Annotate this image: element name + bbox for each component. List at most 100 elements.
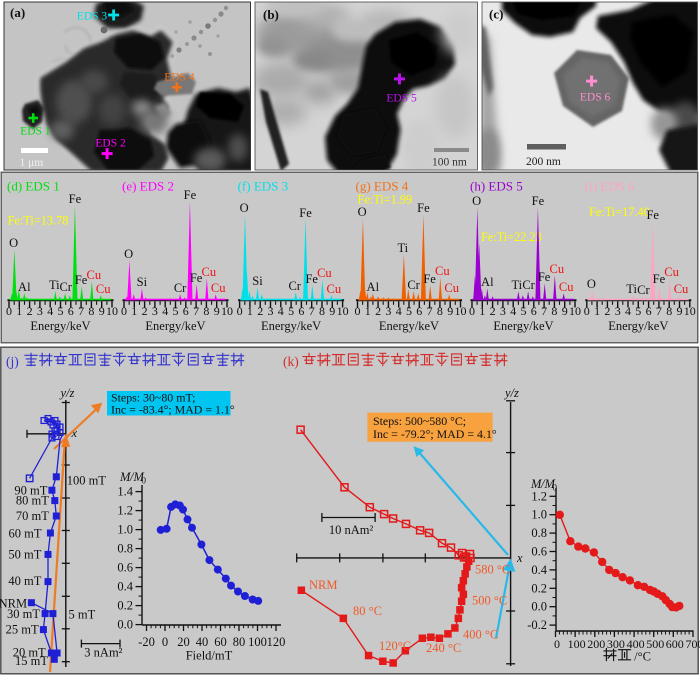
svg-text:100: 100: [568, 637, 586, 651]
svg-text:6: 6: [646, 304, 652, 318]
svg-text:1: 1: [365, 304, 371, 318]
svg-text:3: 3: [385, 304, 391, 318]
svg-text:1.4: 1.4: [117, 485, 133, 499]
svg-text:10: 10: [221, 304, 233, 318]
svg-text:/z: /z: [65, 386, 74, 400]
svg-text:Fe: Fe: [75, 273, 88, 287]
svg-text:0: 0: [162, 635, 168, 649]
svg-text:7: 7: [309, 304, 315, 318]
svg-text:4: 4: [278, 304, 284, 318]
svg-text:1: 1: [594, 304, 600, 318]
svg-text:EDS 5: EDS 5: [386, 93, 417, 105]
svg-text:70 mT: 70 mT: [16, 509, 49, 523]
svg-text:O: O: [472, 194, 481, 208]
svg-text:(g) EDS 4: (g) EDS 4: [356, 179, 409, 194]
svg-text:y: y: [503, 386, 511, 400]
svg-text:Inc = -83.4°; MAD = 1.1°: Inc = -83.4°; MAD = 1.1°: [111, 402, 235, 416]
svg-text:0: 0: [121, 304, 127, 318]
svg-text:Fe: Fe: [299, 206, 312, 220]
svg-text:Ti: Ti: [511, 278, 522, 292]
svg-text:1.2: 1.2: [117, 504, 133, 518]
svg-text:5: 5: [521, 304, 527, 318]
svg-text:0.4: 0.4: [117, 580, 133, 594]
svg-text:NRM: NRM: [309, 578, 337, 592]
svg-text:0: 0: [6, 304, 12, 318]
svg-text:7: 7: [427, 304, 433, 318]
svg-text:8: 8: [666, 304, 672, 318]
svg-text:1.0: 1.0: [117, 523, 133, 537]
svg-text:5: 5: [173, 304, 179, 318]
svg-text:Fe:Ti=22.23: Fe:Ti=22.23: [481, 230, 542, 244]
svg-text:1 μm: 1 μm: [20, 157, 44, 169]
svg-text:580 °C: 580 °C: [475, 563, 510, 577]
svg-text:EDS 1: EDS 1: [20, 126, 51, 138]
svg-text:1.0: 1.0: [531, 508, 547, 522]
svg-text:Field/mT: Field/mT: [186, 649, 233, 663]
svg-text:Ti: Ti: [626, 282, 637, 296]
svg-text:5 mT: 5 mT: [69, 607, 96, 621]
svg-text:Al: Al: [367, 280, 380, 294]
svg-text:Cr: Cr: [288, 279, 301, 293]
svg-text:/°C: /°C: [634, 650, 651, 664]
svg-text:8: 8: [319, 304, 325, 318]
svg-text:EDS 2: EDS 2: [95, 138, 126, 150]
svg-text:x: x: [71, 426, 78, 440]
svg-text:Fe: Fe: [653, 272, 666, 286]
svg-text:2: 2: [142, 304, 148, 318]
svg-text:0.0: 0.0: [117, 618, 133, 632]
svg-text:20: 20: [177, 635, 190, 649]
svg-text:Cr: Cr: [59, 280, 72, 294]
svg-text:6: 6: [68, 304, 74, 318]
svg-text:0.4: 0.4: [531, 563, 547, 577]
svg-text:(a): (a): [10, 5, 25, 20]
svg-text:(f) EDS 3: (f) EDS 3: [238, 179, 289, 194]
svg-text:500: 500: [646, 637, 664, 651]
svg-text:80: 80: [233, 635, 246, 649]
svg-text:120°C: 120°C: [379, 639, 411, 653]
svg-text:8: 8: [437, 304, 443, 318]
svg-text:4: 4: [162, 304, 168, 318]
svg-text:Fe: Fe: [417, 201, 430, 215]
svg-text:9: 9: [99, 304, 105, 318]
svg-text:EDS 3: EDS 3: [77, 11, 108, 23]
svg-text:/z: /z: [510, 386, 519, 400]
svg-text:Fe: Fe: [423, 272, 436, 286]
svg-text:Energy/keV: Energy/keV: [379, 319, 439, 333]
svg-text:240 °C: 240 °C: [426, 641, 461, 655]
svg-text:5: 5: [406, 304, 412, 318]
svg-text:700: 700: [686, 637, 700, 651]
svg-text:100: 100: [248, 635, 267, 649]
svg-text:10: 10: [569, 304, 581, 318]
svg-text:4: 4: [510, 304, 516, 318]
svg-text:0: 0: [553, 483, 558, 493]
svg-text:3: 3: [615, 304, 621, 318]
svg-text:8: 8: [88, 304, 94, 318]
svg-text:1.2: 1.2: [531, 489, 547, 503]
svg-text:5: 5: [288, 304, 294, 318]
svg-text:2: 2: [604, 304, 610, 318]
svg-text:0: 0: [469, 304, 475, 318]
svg-text:(e) EDS 2: (e) EDS 2: [122, 179, 174, 194]
svg-text:0: 0: [142, 476, 147, 486]
svg-text:2: 2: [375, 304, 381, 318]
svg-text:Cr: Cr: [522, 278, 535, 292]
svg-text:20 mT: 20 mT: [13, 645, 46, 659]
svg-text:5: 5: [635, 304, 641, 318]
svg-text:600: 600: [666, 637, 684, 651]
svg-text:(h) EDS 5: (h) EDS 5: [470, 179, 523, 194]
svg-text:Cu: Cu: [559, 280, 574, 294]
svg-text:1: 1: [16, 304, 22, 318]
svg-text:30 mT: 30 mT: [7, 607, 40, 621]
svg-text:9: 9: [562, 304, 568, 318]
svg-text:0: 0: [554, 637, 560, 651]
svg-text:Cr: Cr: [407, 278, 420, 292]
svg-text:0.0: 0.0: [531, 600, 547, 614]
svg-text:O: O: [358, 205, 367, 219]
svg-text:1: 1: [479, 304, 485, 318]
svg-text:Si: Si: [252, 274, 263, 288]
svg-text:8: 8: [551, 304, 557, 318]
svg-text:7: 7: [541, 304, 547, 318]
svg-text:Ti: Ti: [397, 241, 408, 255]
svg-text:7: 7: [193, 304, 199, 318]
svg-text:400: 400: [627, 637, 645, 651]
